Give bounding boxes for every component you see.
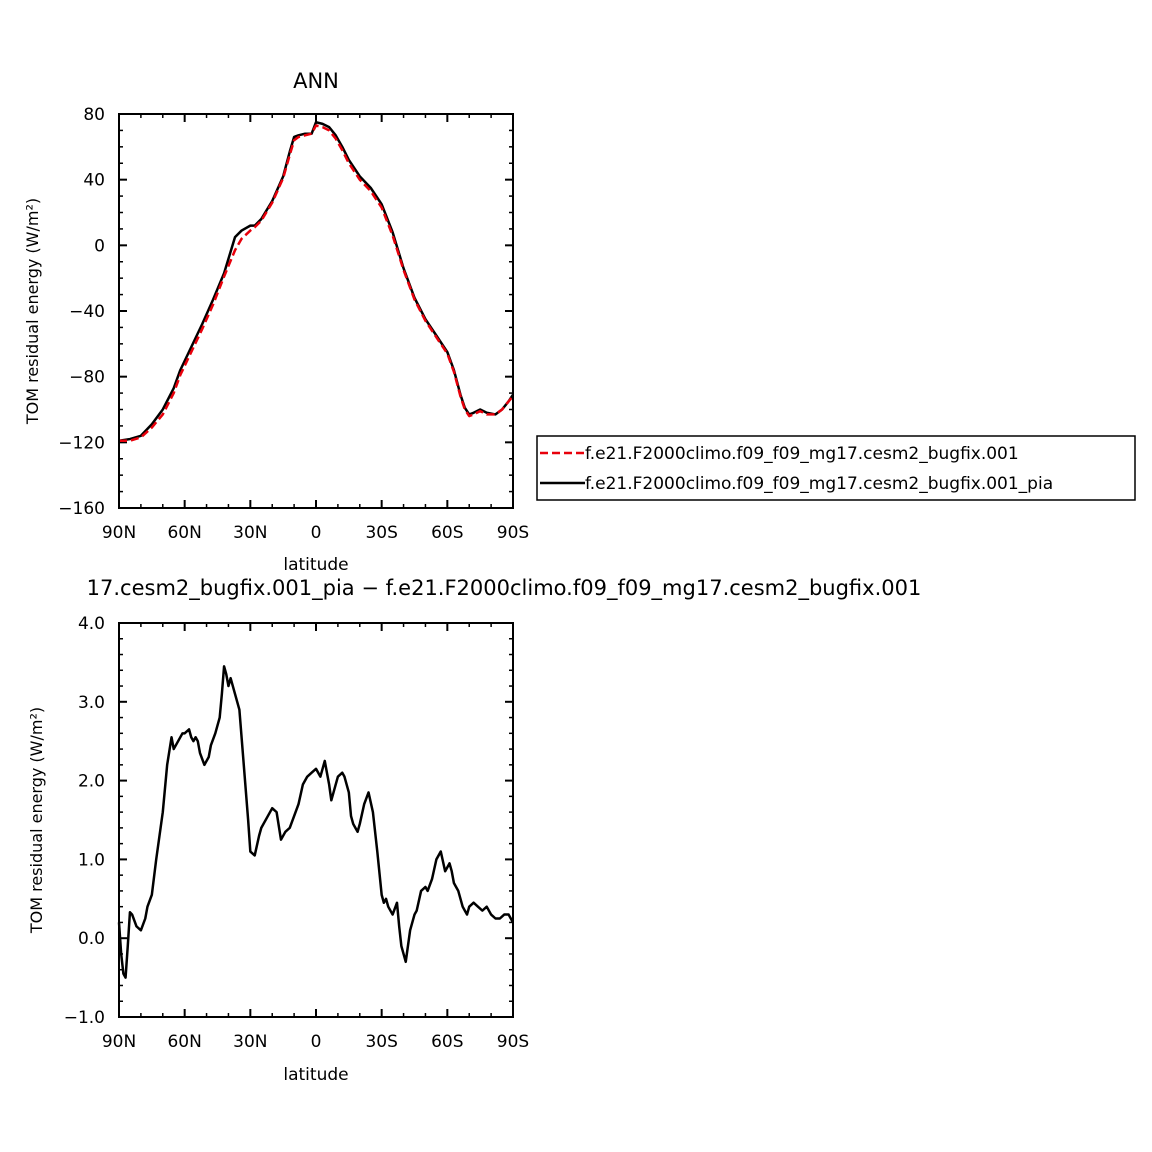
bottom-xtick-label: 90N (102, 1032, 136, 1052)
top-axis-ticks (118, 113, 514, 509)
top-plot-frame (118, 113, 514, 509)
legend-box (536, 435, 1136, 501)
bottom-series-lines (117, 665, 515, 979)
top-series-lines (118, 120, 515, 442)
legend-label-series-1: f.e21.F2000climo.f09_f09_mg17.cesm2_bugf… (585, 444, 1019, 464)
top-xtick-label: 90S (497, 523, 529, 543)
top-ytick-label: −40 (69, 302, 105, 322)
top-ytick-label: −160 (58, 499, 105, 519)
bottom-xtick-label: 60N (167, 1032, 201, 1052)
top-ytick-label: −80 (69, 368, 105, 388)
bottom-xtick-label: 0 (311, 1032, 322, 1052)
top-series-line-1 (119, 124, 514, 442)
bottom-x-axis-label: latitude (283, 1065, 348, 1085)
top-panel: ANN TOM residual energy (W/m²) latitude … (23, 69, 529, 575)
bottom-ytick-label: 4.0 (78, 614, 105, 634)
bottom-ytick-label: −1.0 (64, 1008, 105, 1028)
bottom-xtick-label: 30N (233, 1032, 267, 1052)
bottom-ytick-label: 1.0 (78, 850, 105, 870)
top-x-axis-label: latitude (283, 555, 348, 575)
top-xtick-label: 90N (102, 523, 136, 543)
bottom-y-axis-label: TOM residual energy (W/m²) (27, 707, 46, 934)
top-xtick-label: 30S (365, 523, 397, 543)
bottom-ytick-label: 3.0 (78, 693, 105, 713)
bottom-xtick-label: 90S (497, 1032, 529, 1052)
bottom-chart-title: 17.cesm2_bugfix.001_pia − f.e21.F2000cli… (87, 576, 922, 601)
top-ytick-label: −120 (58, 433, 105, 453)
top-y-tick-labels: 80 40 0 −40 −80 −120 −160 (58, 105, 105, 519)
bottom-y-tick-labels: 4.0 3.0 2.0 1.0 0.0 −1.0 (64, 614, 105, 1028)
bottom-xtick-label: 30S (365, 1032, 397, 1052)
legend: f.e21.F2000climo.f09_f09_mg17.cesm2_bugf… (536, 435, 1136, 501)
legend-label-series-2: f.e21.F2000climo.f09_f09_mg17.cesm2_bugf… (585, 474, 1053, 494)
top-xtick-label: 60N (167, 523, 201, 543)
bottom-xtick-label: 60S (431, 1032, 463, 1052)
top-xtick-label: 60S (431, 523, 463, 543)
top-ytick-label: 80 (83, 105, 105, 125)
bottom-x-tick-labels: 90N 60N 30N 0 30S 60S 90S (102, 1032, 529, 1052)
bottom-ytick-label: 0.0 (78, 929, 105, 949)
bottom-plot-frame (118, 622, 514, 1018)
bottom-series-line-1 (117, 665, 515, 979)
bottom-panel: 17.cesm2_bugfix.001_pia − f.e21.F2000cli… (27, 576, 921, 1085)
top-y-axis-label: TOM residual energy (W/m²) (23, 198, 42, 425)
top-ytick-label: 40 (83, 171, 105, 191)
top-series-line-2 (118, 120, 515, 442)
bottom-ytick-label: 2.0 (78, 772, 105, 792)
top-x-tick-labels: 90N 60N 30N 0 30S 60S 90S (102, 523, 529, 543)
top-xtick-label: 30N (233, 523, 267, 543)
top-chart-title: ANN (293, 69, 339, 93)
bottom-axis-ticks (118, 622, 514, 1018)
top-xtick-label: 0 (311, 523, 322, 543)
top-ytick-label: 0 (94, 236, 105, 256)
